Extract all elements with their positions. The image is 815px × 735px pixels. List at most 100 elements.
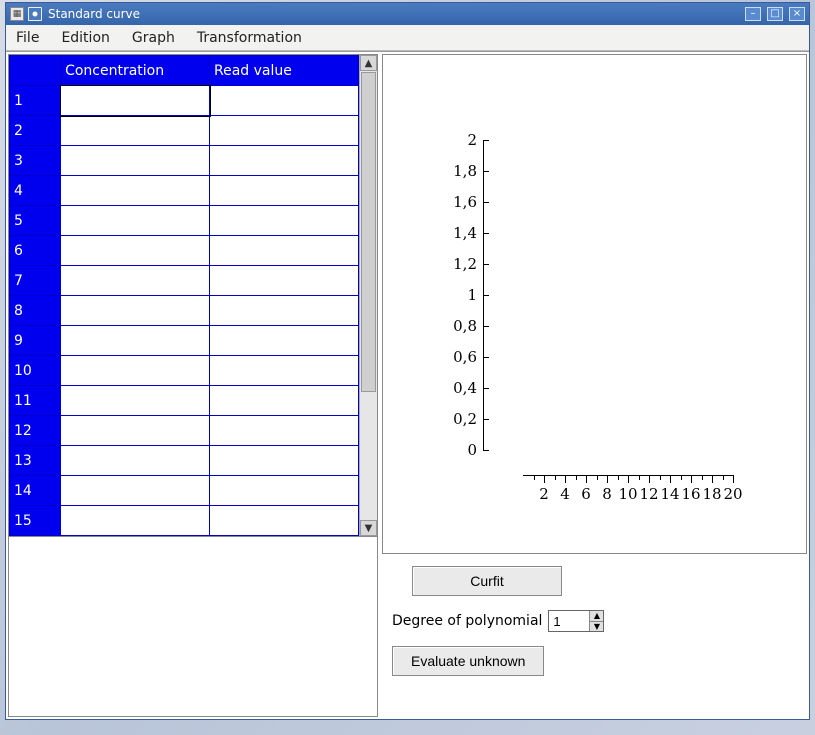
client-area: Concentration Read value 123456789101112… bbox=[6, 51, 809, 719]
table-row: 6 bbox=[10, 236, 359, 266]
table-cell[interactable] bbox=[61, 176, 210, 206]
degree-up-button[interactable]: ▲ bbox=[589, 611, 603, 621]
close-button[interactable]: × bbox=[789, 7, 805, 21]
table-scrollbar[interactable]: ▲ ▼ bbox=[359, 55, 377, 536]
table-row: 1 bbox=[10, 86, 359, 116]
data-table: Concentration Read value 123456789101112… bbox=[9, 55, 359, 536]
table-cell[interactable] bbox=[61, 116, 210, 146]
table-row: 4 bbox=[10, 176, 359, 206]
minimize-button[interactable]: – bbox=[745, 7, 761, 21]
menu-transformation[interactable]: Transformation bbox=[193, 28, 306, 48]
table-cell[interactable] bbox=[210, 266, 359, 296]
table-cell[interactable] bbox=[61, 356, 210, 386]
row-header[interactable]: 3 bbox=[10, 146, 61, 176]
table-cell[interactable] bbox=[61, 446, 210, 476]
col-header-readvalue[interactable]: Read value bbox=[210, 56, 359, 86]
table-cell[interactable] bbox=[210, 356, 359, 386]
degree-down-button[interactable]: ▼ bbox=[589, 621, 603, 631]
table-row: 15 bbox=[10, 506, 359, 536]
y-tick-label: 2 bbox=[467, 131, 483, 149]
table-cell[interactable] bbox=[210, 446, 359, 476]
right-pane: 21,81,61,41,210,80,60,40,202468101214161… bbox=[382, 54, 807, 717]
table-cell[interactable] bbox=[61, 386, 210, 416]
table-cell[interactable] bbox=[210, 326, 359, 356]
row-header[interactable]: 15 bbox=[10, 506, 61, 536]
table-row: 7 bbox=[10, 266, 359, 296]
y-tick-label: 0,4 bbox=[453, 379, 483, 397]
titlebar[interactable]: ▦ Standard curve – □ × bbox=[6, 3, 809, 25]
table-row: 13 bbox=[10, 446, 359, 476]
table-cell[interactable] bbox=[210, 206, 359, 236]
row-header[interactable]: 1 bbox=[10, 86, 61, 116]
y-tick-label: 1,8 bbox=[453, 162, 483, 180]
table-cell[interactable] bbox=[61, 86, 210, 116]
x-tick-label: 6 bbox=[581, 485, 591, 503]
y-tick-label: 1 bbox=[467, 286, 483, 304]
table-cell[interactable] bbox=[61, 236, 210, 266]
table-row: 2 bbox=[10, 116, 359, 146]
row-header[interactable]: 5 bbox=[10, 206, 61, 236]
x-tick-label: 2 bbox=[539, 485, 549, 503]
table-cell[interactable] bbox=[210, 386, 359, 416]
y-tick-label: 1,2 bbox=[453, 255, 483, 273]
menubar: File Edition Graph Transformation bbox=[6, 25, 809, 51]
x-tick-label: 4 bbox=[560, 485, 570, 503]
scroll-down-button[interactable]: ▼ bbox=[360, 520, 377, 536]
menu-graph[interactable]: Graph bbox=[128, 28, 179, 48]
table-cell[interactable] bbox=[210, 236, 359, 266]
menu-file[interactable]: File bbox=[12, 28, 43, 48]
scroll-up-button[interactable]: ▲ bbox=[360, 55, 377, 71]
table-cell[interactable] bbox=[61, 146, 210, 176]
table-cell[interactable] bbox=[210, 296, 359, 326]
degree-input[interactable] bbox=[549, 611, 589, 631]
table-cell[interactable] bbox=[210, 476, 359, 506]
row-header[interactable]: 8 bbox=[10, 296, 61, 326]
col-header-concentration[interactable]: Concentration bbox=[61, 56, 210, 86]
evaluate-button[interactable]: Evaluate unknown bbox=[392, 646, 544, 676]
y-tick-label: 0,8 bbox=[453, 317, 483, 335]
row-header[interactable]: 7 bbox=[10, 266, 61, 296]
table-cell[interactable] bbox=[61, 266, 210, 296]
table-cell[interactable] bbox=[210, 116, 359, 146]
table-row: 9 bbox=[10, 326, 359, 356]
row-header[interactable]: 6 bbox=[10, 236, 61, 266]
x-tick-label: 20 bbox=[723, 485, 742, 503]
table-cell[interactable] bbox=[61, 206, 210, 236]
row-header[interactable]: 9 bbox=[10, 326, 61, 356]
output-area bbox=[9, 536, 377, 716]
table-row: 3 bbox=[10, 146, 359, 176]
table-cell[interactable] bbox=[61, 326, 210, 356]
y-tick-label: 0,6 bbox=[453, 348, 483, 366]
row-header[interactable]: 4 bbox=[10, 176, 61, 206]
active-cell-input[interactable] bbox=[65, 88, 205, 113]
x-tick-label: 16 bbox=[681, 485, 700, 503]
table-cell[interactable] bbox=[210, 506, 359, 536]
row-header[interactable]: 10 bbox=[10, 356, 61, 386]
table-cell[interactable] bbox=[210, 146, 359, 176]
table-cell[interactable] bbox=[210, 176, 359, 206]
row-header[interactable]: 2 bbox=[10, 116, 61, 146]
row-header[interactable]: 11 bbox=[10, 386, 61, 416]
table-cell[interactable] bbox=[210, 416, 359, 446]
scroll-thumb[interactable] bbox=[361, 72, 376, 392]
table-cell[interactable] bbox=[210, 86, 359, 116]
degree-spinner[interactable]: ▲ ▼ bbox=[548, 610, 604, 632]
controls: Curfit Degree of polynomial ▲ ▼ Evaluate… bbox=[382, 562, 807, 680]
table-row: 10 bbox=[10, 356, 359, 386]
x-tick-label: 12 bbox=[639, 485, 658, 503]
table-cell[interactable] bbox=[61, 506, 210, 536]
window-menu-icon[interactable] bbox=[28, 7, 42, 21]
row-header[interactable]: 13 bbox=[10, 446, 61, 476]
table-cell[interactable] bbox=[61, 296, 210, 326]
window-title: Standard curve bbox=[48, 7, 140, 21]
x-tick-label: 10 bbox=[618, 485, 637, 503]
row-header[interactable]: 12 bbox=[10, 416, 61, 446]
maximize-button[interactable]: □ bbox=[767, 7, 783, 21]
table-row: 5 bbox=[10, 206, 359, 236]
row-header[interactable]: 14 bbox=[10, 476, 61, 506]
table-cell[interactable] bbox=[61, 476, 210, 506]
table-row: 8 bbox=[10, 296, 359, 326]
curfit-button[interactable]: Curfit bbox=[412, 566, 562, 596]
table-cell[interactable] bbox=[61, 416, 210, 446]
menu-edition[interactable]: Edition bbox=[57, 28, 113, 48]
